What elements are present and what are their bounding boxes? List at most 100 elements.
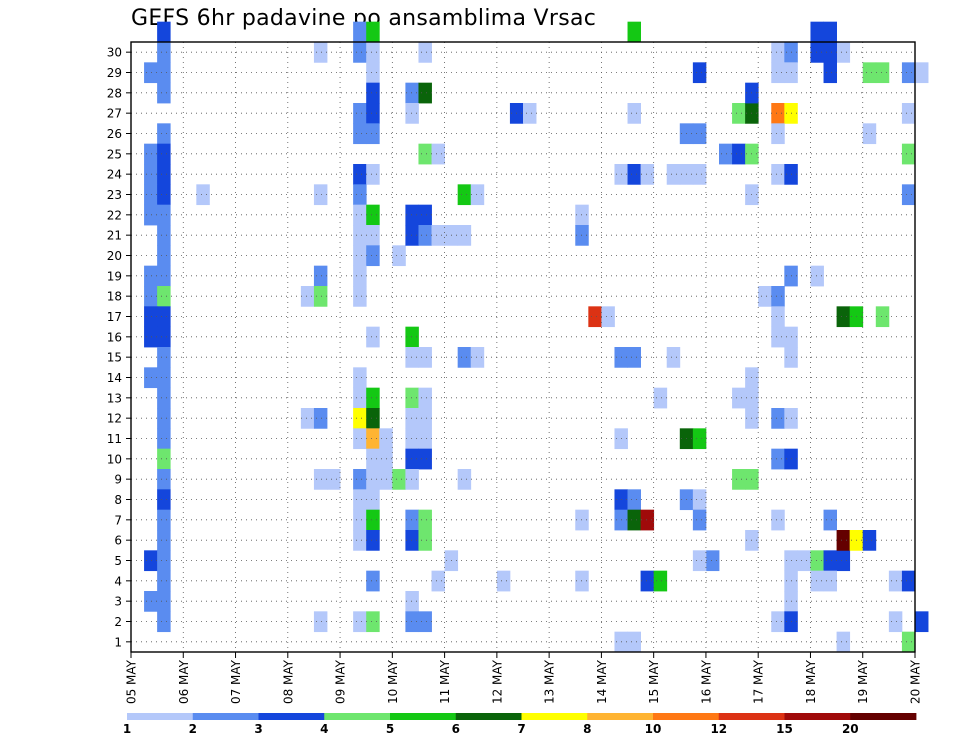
- heatmap-cell: [144, 591, 158, 612]
- heatmap-cell: [418, 448, 432, 470]
- heatmap-cell: [157, 204, 171, 226]
- heatmap-cell: [732, 103, 746, 124]
- x-tick-label: 12 MAY: [490, 659, 504, 704]
- x-tick-label: 05 MAY: [125, 659, 139, 704]
- heatmap-cell: [653, 570, 668, 592]
- colorbar-label: 10: [645, 722, 662, 736]
- heatmap-cell: [327, 469, 341, 490]
- heatmap-cell: [732, 143, 746, 165]
- heatmap-cell: [640, 570, 655, 592]
- y-tick-label: 20: [107, 249, 122, 263]
- heatmap-cell: [692, 123, 707, 145]
- x-tick-label: 07 MAY: [229, 659, 243, 704]
- heatmap-cell: [666, 164, 681, 185]
- heatmap-cell: [915, 611, 929, 633]
- heatmap-cell: [457, 225, 472, 246]
- heatmap-cell: [405, 448, 419, 470]
- heatmap-cell: [366, 245, 380, 267]
- heatmap-cell: [366, 530, 380, 551]
- heatmap-cell: [366, 469, 380, 490]
- heatmap-cell: [157, 489, 171, 511]
- y-tick-label: 27: [107, 107, 122, 121]
- colorbar-label: 3: [254, 722, 262, 736]
- heatmap-cell: [157, 428, 171, 450]
- heatmap-cell: [640, 164, 655, 185]
- x-axis: 05 MAY 06 MAY 07 MAY 08 MAY 09 MAY 10 MAY 11 M…: [125, 652, 923, 704]
- y-tick-label: 24: [107, 168, 122, 182]
- heatmap-cell: [353, 428, 367, 450]
- heatmap-cell: [392, 469, 406, 490]
- colorbar-label: 4: [320, 722, 328, 736]
- heatmap-cell: [392, 245, 406, 267]
- x-tick-label: 15 MAY: [647, 659, 661, 704]
- heatmap-cell: [771, 326, 785, 348]
- heatmap-cell: [457, 347, 472, 368]
- y-tick-label: 3: [114, 595, 122, 609]
- colorbar-segment: [127, 713, 194, 720]
- heatmap-cell: [353, 164, 367, 185]
- x-tick-label: 14 MAY: [595, 659, 609, 704]
- heatmap-cell: [157, 123, 171, 145]
- heatmap-cell: [157, 225, 171, 246]
- y-tick-label: 18: [107, 290, 122, 304]
- heatmap-cell: [157, 62, 171, 84]
- heatmap-cell: [353, 509, 367, 531]
- heatmap-cell: [418, 347, 432, 368]
- heatmap-cell: [405, 204, 419, 226]
- heatmap-cell: [366, 611, 380, 633]
- heatmap-cell: [405, 408, 419, 429]
- heatmap-cell: [300, 408, 315, 429]
- heatmap-cell: [692, 550, 707, 572]
- heatmap-cell: [823, 509, 837, 531]
- y-tick-label: 21: [107, 229, 122, 243]
- heatmap-cell: [862, 123, 877, 145]
- heatmap-cell: [810, 42, 824, 63]
- heatmap-cell: [405, 428, 419, 450]
- heatmap-cell: [823, 550, 837, 572]
- heatmap-cell: [810, 570, 824, 592]
- heatmap-cell: [405, 469, 419, 490]
- y-tick-label: 17: [107, 310, 122, 324]
- heatmap-cell: [157, 265, 171, 287]
- heatmap-cell: [640, 509, 655, 531]
- heatmap-cell: [405, 347, 419, 368]
- colorbar-label: 8: [583, 722, 591, 736]
- heatmap-cell: [157, 570, 171, 592]
- heatmap-cell: [888, 570, 903, 592]
- heatmap-cell: [692, 489, 707, 511]
- colorbar-segment: [521, 713, 588, 720]
- heatmap-cell: [901, 570, 916, 592]
- heatmap-cell: [313, 286, 328, 307]
- heatmap-cell: [405, 103, 419, 124]
- heatmap-cell: [353, 265, 367, 287]
- heatmap-cell: [157, 448, 171, 470]
- heatmap-cell: [588, 306, 602, 328]
- colorbar-label: 12: [710, 722, 727, 736]
- heatmap-cell: [496, 570, 511, 592]
- heatmap-cell: [157, 42, 171, 63]
- heatmap-cell: [313, 469, 328, 490]
- heatmap-cell: [157, 326, 171, 348]
- y-tick-label: 19: [107, 269, 122, 283]
- heatmap-cell: [575, 204, 589, 226]
- heatmap-cell: [627, 489, 641, 511]
- heatmap-cell: [313, 611, 328, 633]
- heatmap-cell: [901, 62, 916, 84]
- x-tick-label: 06 MAY: [177, 659, 191, 704]
- heatmap-cell: [732, 469, 746, 490]
- heatmap-cell: [353, 286, 367, 307]
- heatmap-cell: [353, 387, 367, 409]
- heatmap-cell: [313, 184, 328, 206]
- heatmap-cell: [353, 204, 367, 226]
- x-tick-label: 08 MAY: [281, 659, 295, 704]
- heatmap-cell: [418, 42, 432, 63]
- colorbar-segment: [653, 713, 720, 720]
- colorbar: 1 2 3 4 5 6 7 8 10 12 15 20: [123, 713, 917, 736]
- heatmap-cell: [366, 82, 380, 104]
- heatmap-cell: [771, 42, 785, 63]
- plot-frame: [130, 41, 916, 653]
- y-tick-label: 11: [107, 432, 122, 446]
- heatmap-cell: [418, 387, 432, 409]
- heatmap-cell: [405, 326, 419, 348]
- colorbar-label: 20: [842, 722, 859, 736]
